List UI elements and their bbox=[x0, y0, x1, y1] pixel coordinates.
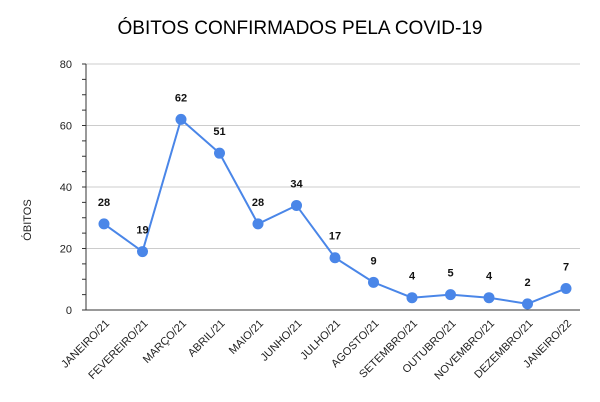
series-line bbox=[103, 117, 567, 305]
data-point bbox=[368, 276, 379, 288]
data-point bbox=[291, 199, 302, 211]
grid-lines bbox=[86, 63, 580, 249]
data-labels: 28 19 62 51 28 34 17 9 4 5 4 2 7 bbox=[98, 92, 569, 289]
series-obitos bbox=[98, 113, 572, 310]
data-point bbox=[329, 252, 341, 264]
data-label: 7 bbox=[563, 261, 569, 273]
y-tick-label: 40 bbox=[60, 182, 72, 194]
data-point bbox=[175, 113, 187, 125]
chart-title: ÓBITOS CONFIRMADOS PELA COVID-19 bbox=[117, 18, 483, 39]
axes bbox=[82, 63, 580, 311]
y-tick-label: 20 bbox=[60, 244, 72, 256]
data-label: 4 bbox=[409, 271, 416, 283]
data-point bbox=[445, 289, 456, 301]
data-point bbox=[214, 147, 225, 159]
data-label: 28 bbox=[252, 197, 264, 209]
data-label: 62 bbox=[175, 92, 187, 104]
data-point bbox=[522, 298, 533, 310]
y-axis-label: ÓBITOS bbox=[21, 199, 34, 240]
data-label: 9 bbox=[370, 255, 376, 267]
data-label: 2 bbox=[524, 277, 530, 289]
data-label: 4 bbox=[486, 271, 493, 283]
data-label: 5 bbox=[447, 268, 453, 280]
y-tick-label: 60 bbox=[60, 121, 72, 133]
data-label: 17 bbox=[329, 231, 341, 243]
data-label: 51 bbox=[213, 126, 225, 138]
data-point bbox=[483, 292, 495, 304]
y-tick-label: 80 bbox=[60, 59, 72, 71]
data-point bbox=[252, 218, 264, 230]
data-label: 34 bbox=[290, 178, 303, 190]
y-tick-label: 0 bbox=[66, 305, 72, 317]
data-point bbox=[406, 292, 418, 304]
data-point bbox=[98, 218, 110, 230]
x-tick-label: MAIO/21 bbox=[227, 318, 266, 357]
data-point bbox=[137, 246, 148, 258]
data-label: 28 bbox=[98, 197, 110, 209]
x-tick-label: JUNHO/21 bbox=[259, 318, 305, 364]
x-tick-label: ABRIL/21 bbox=[186, 318, 228, 360]
data-label: 19 bbox=[136, 225, 148, 237]
y-tick-labels: 0 20 40 60 80 bbox=[60, 59, 72, 317]
data-point bbox=[560, 282, 572, 294]
